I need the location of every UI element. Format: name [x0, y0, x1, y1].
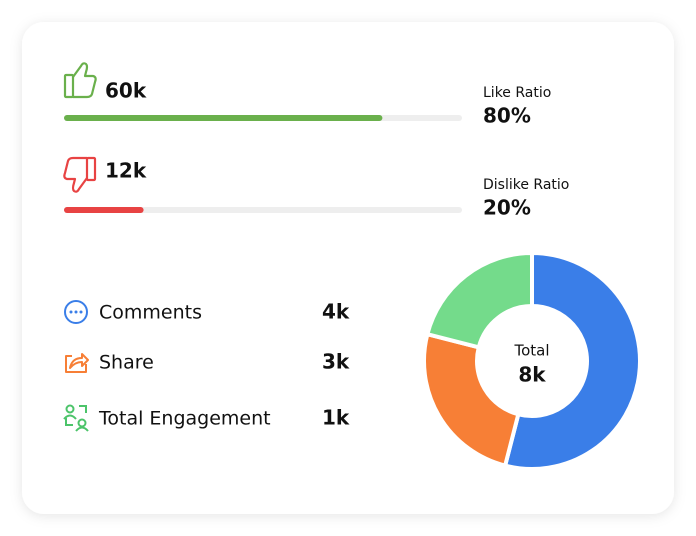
like-icon — [63, 62, 97, 99]
donut-segment — [424, 250, 534, 350]
donut-center-label: Total — [513, 342, 549, 360]
donut-segment — [502, 250, 642, 471]
donut — [422, 250, 642, 471]
dislike-count: 12k — [105, 159, 147, 183]
ratio-bar — [64, 115, 383, 121]
stat-label: Total Engagement — [98, 408, 271, 430]
like-ratio: 80% — [483, 104, 531, 128]
donut-segment — [422, 331, 521, 469]
dislike-ratio: 20% — [483, 196, 531, 220]
like-ratio-label: Like Ratio — [483, 85, 551, 101]
stat-label: Share — [99, 352, 154, 374]
card — [22, 22, 674, 514]
comments-icon — [64, 300, 88, 324]
engagement-icon — [63, 404, 89, 432]
stat-value: 3k — [322, 350, 350, 374]
ratio-bar — [64, 207, 144, 213]
like-count: 60k — [105, 79, 147, 103]
stat-label: Comments — [99, 302, 202, 324]
stat-value: 1k — [322, 406, 350, 430]
dislike-icon — [63, 156, 97, 193]
share-icon — [65, 353, 89, 373]
dislike-bar-track — [64, 207, 462, 213]
donut-center-value: 8k — [518, 363, 546, 387]
stat-value: 4k — [322, 300, 350, 324]
dislike-ratio-label: Dislike Ratio — [483, 177, 569, 193]
